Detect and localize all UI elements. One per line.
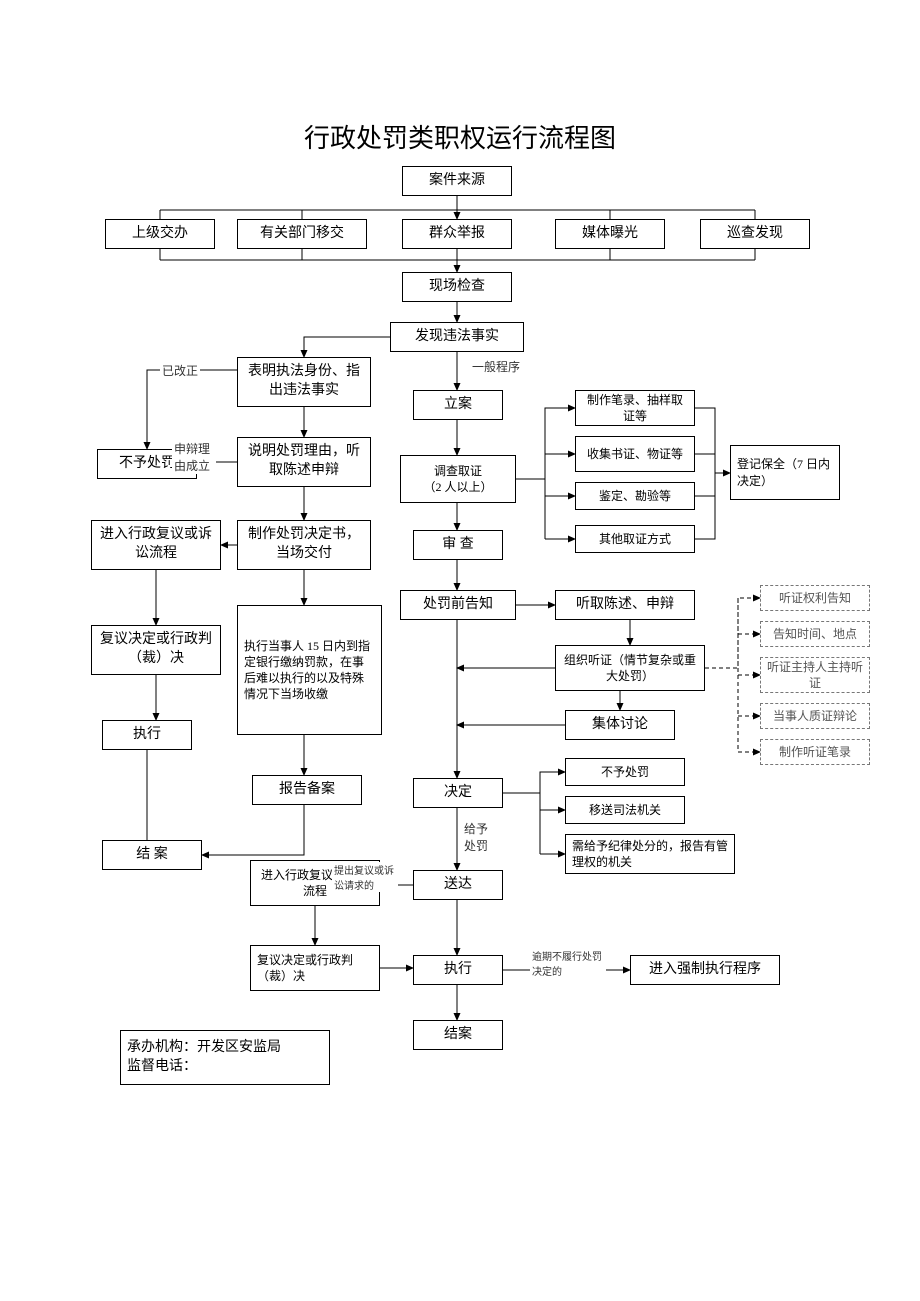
node-organize: 组织听证（情节复杂或重大处罚） <box>555 645 705 691</box>
node-prenotice: 处罚前告知 <box>400 590 516 620</box>
node-invest: 调查取证（2 人以上） <box>400 455 516 503</box>
node-h2: 告知时间、地点 <box>760 621 870 647</box>
node-decision1: 复议决定或行政判（裁）决 <box>91 625 221 675</box>
node-e4: 其他取证方式 <box>575 525 695 553</box>
node-decision2: 复议决定或行政判（裁）决 <box>250 945 380 991</box>
node-s2: 有关部门移交 <box>237 219 367 249</box>
node-close2: 结案 <box>413 1020 503 1050</box>
node-e2: 收集书证、物证等 <box>575 436 695 472</box>
node-src: 案件来源 <box>402 166 512 196</box>
node-h4: 当事人质证辩论 <box>760 703 870 729</box>
node-exec2: 执行 <box>413 955 503 985</box>
node-d2: 移送司法机关 <box>565 796 685 824</box>
node-s3: 群众举报 <box>402 219 512 249</box>
node-h1: 听证权利告知 <box>760 585 870 611</box>
label-general: 一般程序 <box>470 358 522 375</box>
node-report: 报告备案 <box>252 775 362 805</box>
node-enforce: 进入强制执行程序 <box>630 955 780 985</box>
label-overdue: 逾期不履行处罚决定的 <box>530 948 606 978</box>
node-preserve: 登记保全（7 日内决定） <box>730 445 840 500</box>
node-examine: 审 查 <box>413 530 503 560</box>
node-h5: 制作听证笔录 <box>760 739 870 765</box>
node-d1: 不予处罚 <box>565 758 685 786</box>
node-group: 集体讨论 <box>565 710 675 740</box>
node-exec15: 执行当事人 15 日内到指定银行缴纳罚款，在事后难以执行的以及特殊情况下当场收缴 <box>237 605 382 735</box>
node-h3: 听证主持人主持听证 <box>760 657 870 693</box>
label-corrected: 已改正 <box>160 362 200 379</box>
node-hear: 听取陈述、申辩 <box>555 590 695 620</box>
node-s5: 巡查发现 <box>700 219 810 249</box>
node-e1: 制作笔录、抽样取证等 <box>575 390 695 426</box>
node-e3: 鉴定、勘验等 <box>575 482 695 510</box>
node-decide: 决定 <box>413 778 503 808</box>
node-explain: 说明处罚理由，听取陈述申辩 <box>237 437 371 487</box>
label-request: 提出复议或诉讼请求的 <box>332 862 398 892</box>
flowchart-canvas: 行政处罚类职权运行流程图 案件来源上级交办有关部门移交 群众举报 媒体曝光 巡查发现现… <box>0 0 920 1301</box>
node-review1: 进入行政复议或诉讼流程 <box>91 520 221 570</box>
node-exec1: 执行 <box>102 720 192 750</box>
flowchart-title: 行政处罚类职权运行流程图 <box>0 118 920 155</box>
node-d3: 需给予纪律处分的，报告有管理权的机关 <box>565 834 735 874</box>
node-identify: 表明执法身份、指出违法事实 <box>237 357 371 407</box>
node-s1: 上级交办 <box>105 219 215 249</box>
node-footer: 承办机构：开发区安监局监督电话： <box>120 1030 330 1085</box>
node-s4: 媒体曝光 <box>555 219 665 249</box>
node-close1: 结 案 <box>102 840 202 870</box>
node-inspect: 现场检查 <box>402 272 512 302</box>
node-found: 发现违法事实 <box>390 322 524 352</box>
label-defense: 申辩理由成立 <box>172 440 216 474</box>
node-deliver: 送达 <box>413 870 503 900</box>
label-give: 给予处罚 <box>462 820 496 854</box>
node-file: 立案 <box>413 390 503 420</box>
node-makedoc: 制作处罚决定书，当场交付 <box>237 520 371 570</box>
